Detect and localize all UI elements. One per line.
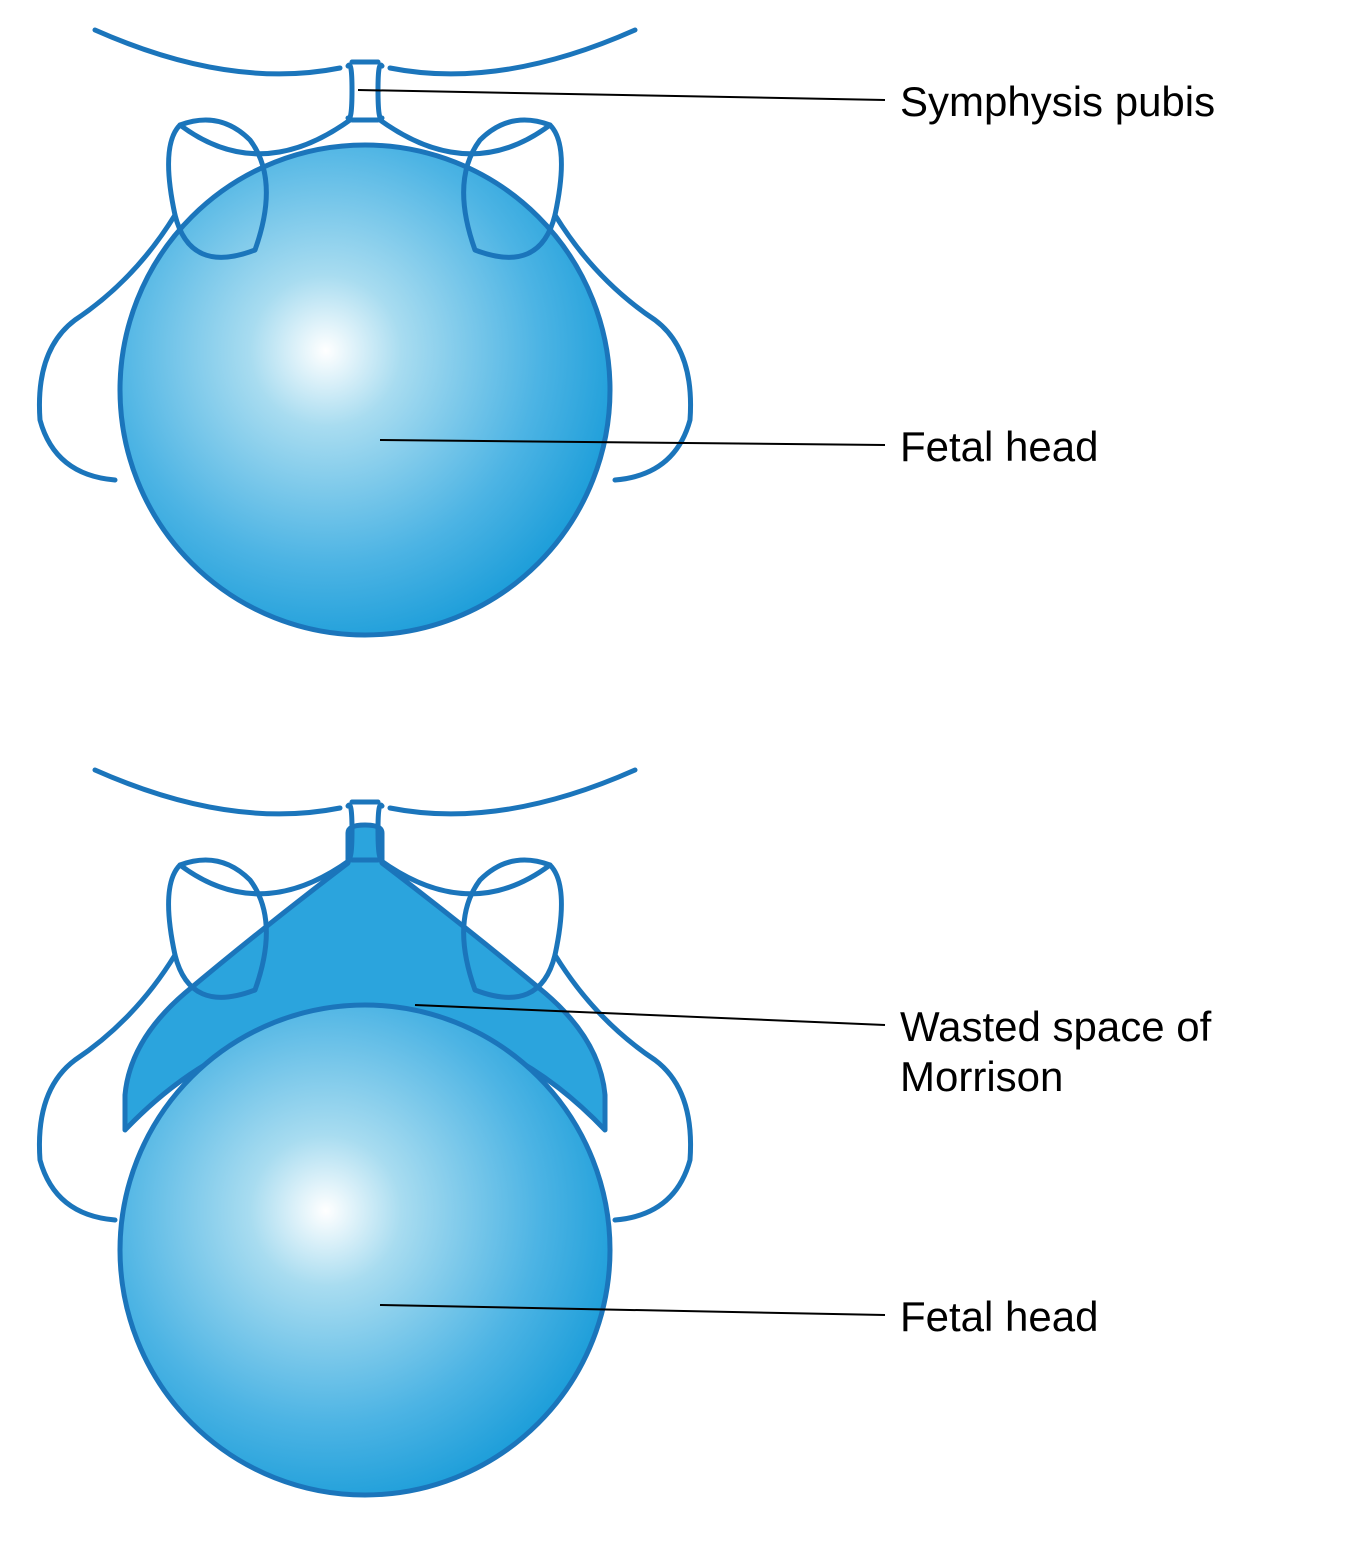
top-panel: [39, 30, 885, 635]
fetal-head-top: [120, 145, 610, 635]
bottom-panel: [39, 770, 885, 1495]
label-wasted-2: Morrison: [900, 1053, 1063, 1101]
label-fetal-head-top: Fetal head: [900, 423, 1098, 471]
leader-symphysis: [358, 90, 885, 100]
diagram-svg: [0, 0, 1349, 1546]
fetal-head-bottom: [120, 1005, 610, 1495]
label-fetal-head-bottom: Fetal head: [900, 1293, 1098, 1341]
label-symphysis: Symphysis pubis: [900, 78, 1215, 126]
label-wasted-1: Wasted space of: [900, 1003, 1211, 1051]
diagram-container: Symphysis pubis Fetal head Wasted space …: [0, 0, 1349, 1546]
